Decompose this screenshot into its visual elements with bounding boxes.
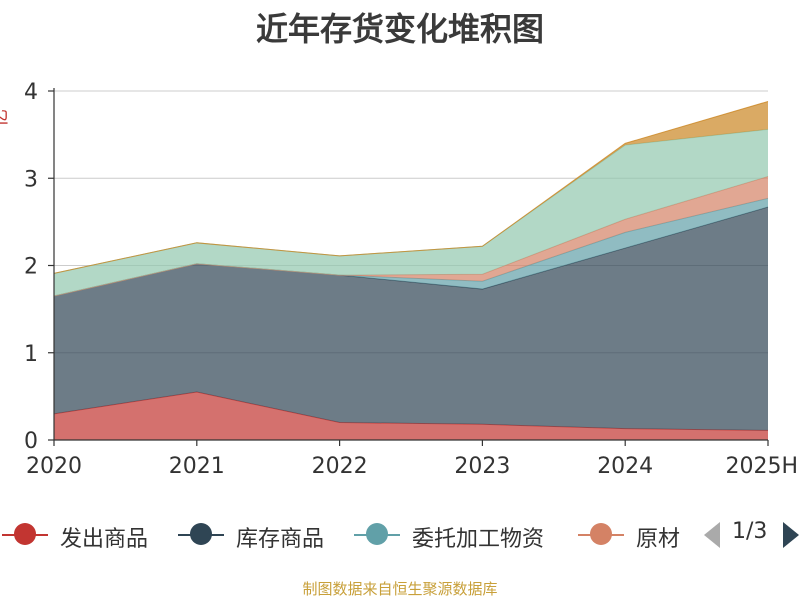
y-axis-label: 亿 (0, 109, 11, 127)
x-tick-label: 2023 (454, 454, 510, 479)
area-series-4 (54, 129, 768, 297)
area-series (53, 100, 769, 440)
legend-dot-marker (190, 523, 212, 545)
area-series-1 (54, 207, 768, 431)
source-footer: 制图数据来自恒生聚源数据库 (302, 580, 498, 598)
legend-dot-marker (366, 523, 388, 545)
y-tick-label: 4 (24, 80, 38, 105)
area-series-2 (54, 198, 768, 297)
legend-item[interactable]: 委托加工物资 (354, 514, 544, 554)
area-series-line-3 (53, 176, 769, 297)
legend-label: 库存商品 (236, 527, 325, 552)
legend-dot-marker (14, 523, 36, 545)
legend-label: 原材 (636, 527, 681, 552)
y-tick-label: 0 (24, 429, 38, 454)
legend-dot-marker (590, 523, 612, 545)
axes: 0 1 2 3 4 2020 2021 2022 2023 2024 2025H 亿 (0, 80, 798, 479)
legend-label: 发出商品 (60, 527, 149, 552)
x-tick-label: 2021 (169, 454, 225, 479)
legend: 发出商品 库存商品 委托加工物资 原材 (0, 514, 700, 554)
legend-item[interactable]: 发出商品 (2, 514, 172, 554)
y-tick-label: 1 (24, 342, 38, 367)
legend-label: 委托加工物资 (412, 527, 545, 552)
y-tick-label: 3 (24, 167, 38, 192)
x-tick-label: 2024 (597, 454, 653, 479)
x-tick-label: 2020 (26, 454, 82, 479)
legend-item[interactable]: 原材 (578, 514, 698, 554)
area-series-line-5 (53, 100, 769, 274)
legend-item[interactable]: 库存商品 (178, 514, 348, 554)
y-tick-label: 2 (24, 255, 38, 280)
chart-title: 近年存货变化堆积图 (255, 10, 544, 48)
x-tick-label: 2025H (725, 454, 798, 479)
legend-next-arrow-icon[interactable] (783, 522, 799, 548)
x-tick-label: 2022 (312, 454, 368, 479)
legend-prev-arrow-icon[interactable] (704, 522, 720, 548)
legend-page-indicator: 1/3 (732, 519, 768, 544)
legend-pager: 1/3 (700, 514, 800, 554)
